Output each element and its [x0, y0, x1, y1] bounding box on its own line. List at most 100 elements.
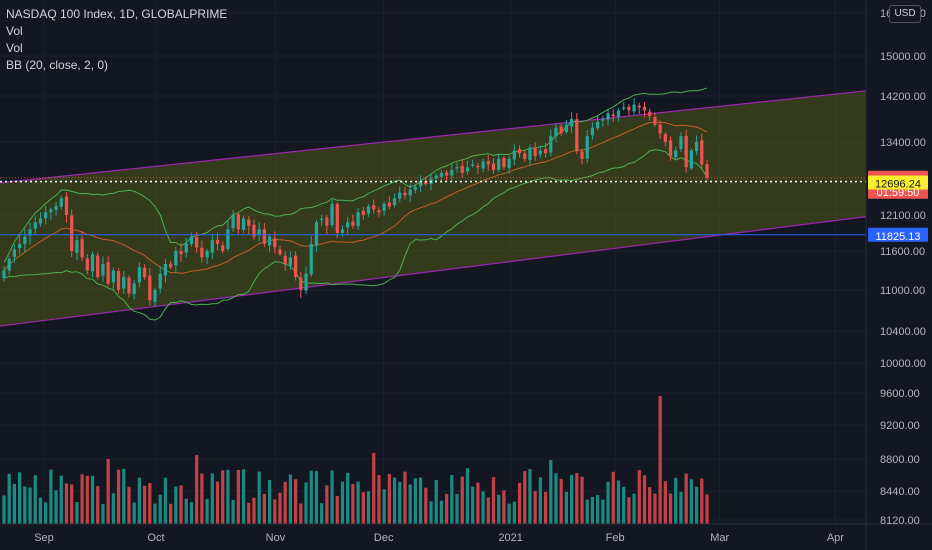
candle-up: [158, 273, 162, 289]
price-tick-label: 8800.00: [880, 454, 920, 466]
volume-bar: [450, 474, 454, 524]
legend-bollinger[interactable]: BB (20, close, 2, 0): [6, 58, 109, 72]
time-tick-label: Mar: [710, 532, 729, 544]
candle-down: [663, 134, 667, 142]
time-tick-label: Feb: [606, 532, 625, 544]
candle-down: [299, 277, 303, 290]
candle-up: [54, 206, 58, 210]
candle-up: [679, 136, 683, 149]
candle-down: [575, 119, 579, 151]
candle-up: [346, 222, 350, 228]
volume-bar: [210, 473, 214, 524]
candle-down: [195, 237, 199, 248]
volume-bar: [200, 473, 204, 524]
volume-bar: [392, 477, 397, 524]
currency-button[interactable]: USD: [889, 5, 921, 23]
candle-down: [543, 149, 548, 154]
candle-up: [257, 229, 261, 235]
candle-down: [148, 275, 152, 301]
price-tick-label: 15000.00: [880, 51, 926, 63]
volume-bar: [116, 469, 121, 524]
candle-down: [424, 181, 428, 185]
volume-bar: [179, 485, 183, 524]
volume-bar: [38, 497, 43, 524]
volume-bar: [622, 486, 626, 524]
volume-bar: [247, 502, 251, 524]
volume-bar: [512, 501, 516, 524]
time-axis[interactable]: Sep Oct Nov Dec 2021 Feb Mar Apr: [34, 532, 844, 544]
candle-down: [486, 161, 490, 165]
volume-bar: [330, 470, 334, 524]
volume-bar: [309, 470, 313, 524]
candle-up: [408, 189, 412, 196]
candle-down: [283, 255, 287, 264]
volume-bar: [205, 498, 209, 524]
price-axis[interactable]: 16000.0015000.0014200.0013400.0012100.00…: [880, 8, 926, 527]
candle-down: [611, 114, 615, 117]
volume-bar: [64, 483, 69, 524]
candle-down: [294, 255, 298, 277]
candle-up: [189, 236, 194, 245]
time-tick-label: Apr: [827, 532, 844, 544]
candle-up: [226, 229, 230, 249]
volume-bar: [705, 494, 709, 524]
price-tick-label: 13400.00: [880, 137, 926, 149]
candle-up: [366, 206, 371, 214]
volume-bar: [153, 503, 157, 524]
candle-up: [320, 218, 324, 221]
volume-bar: [606, 481, 610, 524]
candle-up: [689, 150, 693, 169]
volume-bar: [132, 502, 136, 524]
candle-down: [372, 205, 376, 210]
volume-bar: [455, 493, 459, 524]
candle-up: [694, 142, 699, 152]
candle-up: [23, 236, 27, 245]
candle-down: [502, 157, 506, 168]
volume-bar: [278, 492, 282, 524]
candle-down: [705, 164, 709, 178]
candle-down: [658, 124, 662, 134]
volume-bar: [439, 500, 444, 524]
candle-up: [153, 290, 157, 302]
candle-up: [674, 150, 678, 158]
symbol-title[interactable]: NASDAQ 100 Index, 1D, GLOBALPRIME: [6, 7, 228, 21]
candle-up: [418, 181, 423, 187]
volume-bar: [101, 503, 105, 524]
candle-up: [382, 203, 386, 211]
volume-bar: [314, 471, 319, 524]
candle-up: [632, 104, 636, 112]
candle-down: [559, 126, 563, 134]
candle-down: [252, 224, 256, 237]
candle-up: [356, 212, 360, 227]
candle-up: [481, 161, 485, 169]
price-levels: [0, 177, 866, 236]
candle-up: [38, 218, 43, 224]
candle-down: [96, 255, 100, 277]
candle-down: [64, 196, 69, 215]
time-tick-label: Nov: [266, 532, 286, 544]
volume-bar: [288, 474, 293, 524]
channel-fill: [0, 90, 866, 327]
volume-bar: [80, 474, 84, 524]
volume-bar: [366, 491, 371, 524]
candle-down: [127, 277, 131, 294]
volume-bar: [543, 491, 548, 524]
volume-bar: [596, 495, 600, 524]
candle-down: [377, 210, 381, 213]
volume-bar: [648, 486, 652, 524]
candle-up: [59, 198, 63, 207]
volume-bar: [694, 486, 699, 524]
bb-upper: [3, 87, 708, 263]
volume-bar: [215, 481, 220, 524]
volume-bar: [262, 493, 266, 524]
horizontal-level-badge-text: 11825.13: [875, 231, 920, 243]
volume-bar: [476, 482, 480, 524]
candle-up: [471, 164, 475, 166]
volume-bar: [23, 486, 27, 524]
legend-volume-2[interactable]: Vol: [6, 41, 23, 55]
legend-volume-1[interactable]: Vol: [6, 24, 23, 38]
volume-bar: [299, 503, 303, 524]
volume-bar: [283, 481, 287, 524]
candle-up: [622, 107, 626, 109]
